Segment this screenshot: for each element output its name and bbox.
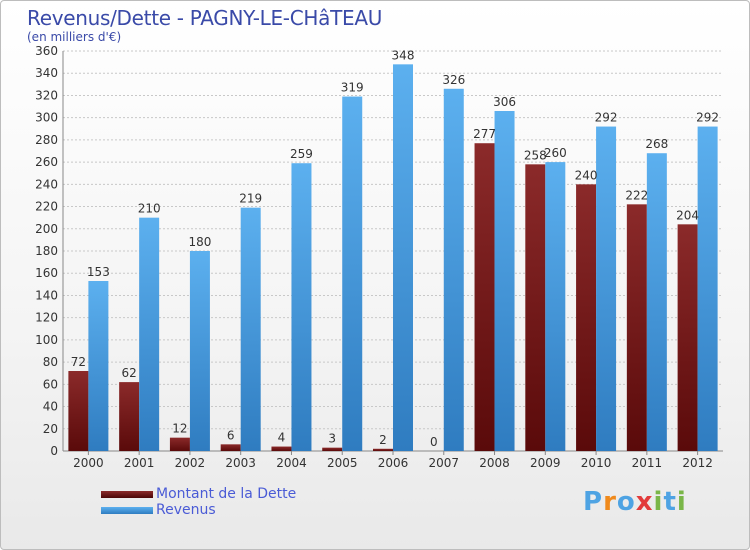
bar-debt-2006 (373, 448, 393, 451)
data-label-revenue-2008: 306 (493, 95, 516, 109)
logo-letter: r (603, 487, 617, 517)
bar-revenue-2006 (393, 64, 413, 452)
data-label-revenue-2011: 268 (645, 137, 668, 151)
bar-revenue-2003 (240, 207, 261, 451)
bar-revenue-2007 (443, 88, 464, 452)
bar-debt-2004 (271, 446, 292, 451)
y-tick-label: 60 (43, 377, 58, 391)
logo-letter: i (676, 487, 687, 517)
logo-letter: o (616, 487, 636, 517)
x-tick-label: 2007 (428, 456, 459, 470)
x-tick-label: 2011 (632, 456, 663, 470)
data-label-revenue-2002: 180 (188, 235, 211, 249)
bar-debt-2000 (68, 371, 89, 451)
y-tick-label: 320 (35, 88, 58, 102)
legend-label-debt: Montant de la Dette (156, 486, 297, 502)
y-tick-label: 140 (35, 288, 58, 302)
data-label-revenue-2009: 260 (544, 146, 567, 160)
data-label-debt-2012: 204 (676, 208, 699, 222)
data-label-debt-2000: 72 (71, 355, 86, 369)
bar-revenue-2008 (494, 111, 515, 451)
data-label-revenue-2004: 259 (290, 147, 313, 161)
bar-debt-2011 (626, 204, 647, 451)
y-tick-label: 300 (35, 111, 58, 125)
x-tick-label: 2003 (225, 456, 256, 470)
y-tick-label: 340 (35, 66, 58, 80)
data-label-revenue-2003: 219 (239, 192, 262, 206)
x-tick-label: 2005 (327, 456, 358, 470)
data-label-debt-2011: 222 (625, 188, 648, 202)
bar-revenue-2009 (545, 162, 566, 451)
logo-letter: i (653, 487, 664, 517)
data-label-debt-2008: 277 (473, 127, 496, 141)
bar-revenue-2011 (646, 153, 667, 451)
bar-debt-2001 (119, 382, 140, 451)
chart-title: Revenus/Dette - PAGNY-LE-CHâTEAU (27, 6, 383, 30)
x-tick-label: 2004 (276, 456, 307, 470)
data-label-revenue-2010: 292 (595, 111, 618, 125)
data-label-debt-2002: 12 (172, 422, 187, 436)
data-label-revenue-2000: 153 (87, 265, 110, 279)
y-tick-label: 280 (35, 133, 58, 147)
bar-debt-2005 (322, 447, 343, 451)
data-label-revenue-2006: 348 (392, 48, 415, 62)
bar-revenue-2012 (697, 126, 718, 452)
x-tick-label: 2012 (682, 456, 713, 470)
legend-label-revenue: Revenus (156, 502, 216, 518)
bar-debt-2009 (525, 164, 546, 452)
bar-debt-2002 (169, 437, 190, 451)
bar-revenue-2004 (291, 163, 312, 451)
x-tick-label: 2010 (581, 456, 612, 470)
y-tick-label: 240 (35, 177, 58, 191)
bar-revenue-2002 (189, 251, 210, 451)
data-label-debt-2009: 258 (524, 148, 547, 162)
x-tick-label: 2000 (73, 456, 104, 470)
data-label-revenue-2001: 210 (138, 202, 161, 216)
x-tick-label: 2006 (378, 456, 409, 470)
data-label-debt-2010: 240 (575, 168, 598, 182)
data-label-revenue-2005: 319 (341, 81, 364, 95)
x-tick-label: 2001 (124, 456, 155, 470)
data-label-debt-2006: 2 (379, 433, 387, 447)
logo-letter: P (583, 487, 604, 517)
proxiti-logo: Proxiti (583, 487, 687, 517)
y-tick-label: 180 (35, 244, 58, 258)
data-label-revenue-2012: 292 (696, 111, 719, 125)
logo-letter: t (663, 487, 677, 517)
y-tick-label: 40 (43, 400, 58, 414)
legend-swatch-revenue (101, 507, 153, 514)
y-tick-label: 220 (35, 200, 58, 214)
logo-letter: x (635, 487, 654, 517)
y-tick-label: 160 (35, 266, 58, 280)
y-tick-label: 0 (50, 444, 58, 458)
data-label-debt-2003: 6 (227, 428, 235, 442)
x-tick-label: 2002 (175, 456, 206, 470)
data-label-revenue-2007: 326 (442, 73, 465, 87)
y-tick-label: 260 (35, 155, 58, 169)
bar-debt-2008 (474, 143, 495, 451)
data-label-debt-2007: 0 (430, 435, 438, 449)
bar-revenue-2005 (342, 96, 363, 452)
bar-revenue-2001 (139, 217, 160, 451)
x-tick-label: 2009 (530, 456, 561, 470)
data-label-debt-2005: 3 (328, 432, 336, 446)
legend-swatch-debt (101, 491, 153, 498)
y-tick-label: 120 (35, 311, 58, 325)
y-tick-label: 80 (43, 355, 58, 369)
x-tick-label: 2008 (479, 456, 510, 470)
chart-subtitle: (en milliers d'€) (27, 30, 122, 44)
bar-debt-2012 (677, 224, 698, 451)
y-tick-label: 20 (43, 422, 58, 436)
y-tick-label: 360 (35, 44, 58, 58)
y-tick-label: 200 (35, 222, 58, 236)
bar-debt-2003 (220, 444, 241, 451)
bar-revenue-2010 (596, 126, 617, 452)
bar-debt-2010 (576, 184, 597, 452)
y-tick-label: 100 (35, 333, 58, 347)
data-label-debt-2004: 4 (278, 431, 286, 445)
data-label-debt-2001: 62 (122, 366, 137, 380)
bar-revenue-2000 (88, 281, 109, 451)
